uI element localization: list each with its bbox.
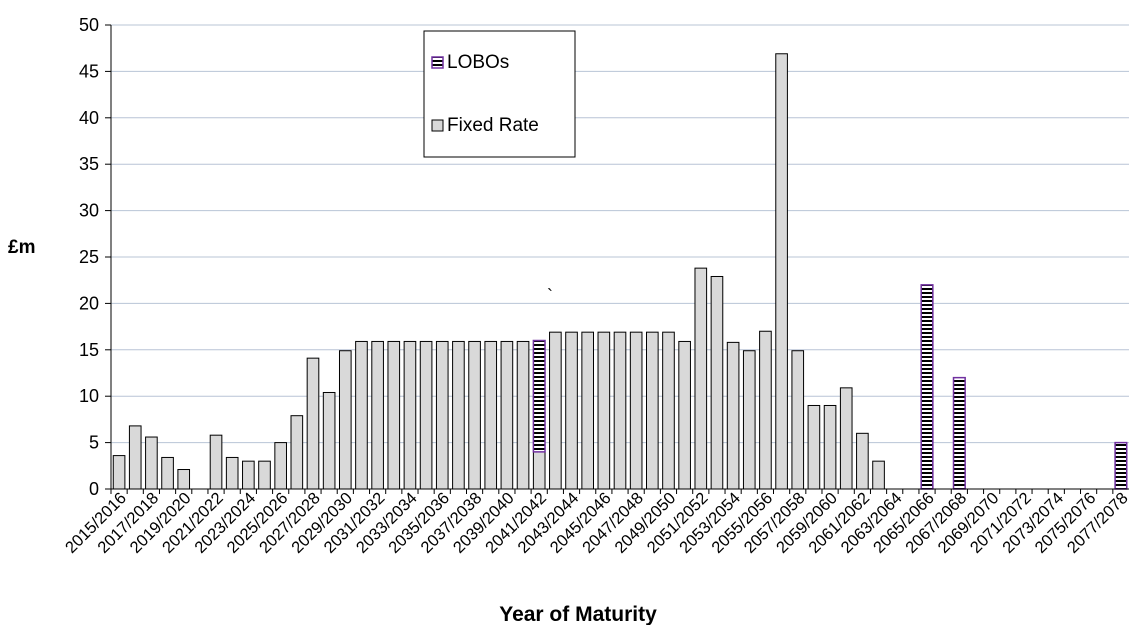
bar-fixed-rate xyxy=(225,456,239,490)
bar-lobos xyxy=(920,284,934,490)
bar-fixed-rate xyxy=(209,434,223,490)
bar-fixed-rate xyxy=(532,451,546,490)
y-tick-label: 40 xyxy=(79,108,99,128)
bars xyxy=(112,53,1128,490)
bar-fixed-rate xyxy=(387,340,401,490)
legend-swatch-lobos xyxy=(431,56,444,69)
bar-fixed-rate xyxy=(565,331,578,490)
x-tick-labels: 2015/20162017/20182019/20202021/20222023… xyxy=(62,489,1129,557)
y-tick-label: 35 xyxy=(79,154,99,174)
bar-fixed-rate xyxy=(161,456,174,490)
bar-fixed-rate xyxy=(371,340,384,490)
bar-fixed-rate xyxy=(419,340,433,490)
x-axis-label: Year of Maturity xyxy=(499,603,657,625)
bar-fixed-rate xyxy=(468,340,481,490)
bar-fixed-rate xyxy=(290,415,304,490)
bar-fixed-rate xyxy=(597,331,611,490)
bar-fixed-rate xyxy=(726,341,740,490)
axes xyxy=(105,24,1129,494)
bar-fixed-rate xyxy=(549,331,562,490)
y-tick-label: 10 xyxy=(79,386,99,406)
legend-swatch-fixed-rate xyxy=(431,119,444,132)
y-tick-label: 45 xyxy=(79,61,99,81)
y-tick-label: 15 xyxy=(79,340,99,360)
bar-fixed-rate xyxy=(242,460,255,490)
bar-fixed-rate xyxy=(872,460,885,490)
bar-fixed-rate xyxy=(355,340,368,490)
legend-label-lobos: LOBOs xyxy=(447,52,509,73)
bar-fixed-rate xyxy=(112,455,126,490)
bar-fixed-rate xyxy=(694,267,708,490)
bar-fixed-rate xyxy=(128,425,142,490)
bar-fixed-rate xyxy=(306,357,320,490)
bar-fixed-rate xyxy=(678,340,691,490)
bar-fixed-rate xyxy=(613,331,627,490)
bar-fixed-rate xyxy=(856,432,869,490)
bar-fixed-rate xyxy=(435,340,449,490)
bar-fixed-rate xyxy=(581,331,594,490)
bar-fixed-rate xyxy=(484,340,498,490)
bar-fixed-rate xyxy=(177,469,191,490)
bar-fixed-rate xyxy=(258,460,271,490)
bar-fixed-rate xyxy=(145,436,158,490)
y-tick-label: 20 xyxy=(79,293,99,313)
y-axis-label: £m xyxy=(8,237,35,258)
y-tick-label: 0 xyxy=(89,479,99,499)
bar-fixed-rate xyxy=(452,340,465,490)
bar-fixed-rate xyxy=(839,387,853,490)
bar-fixed-rate xyxy=(710,275,724,490)
bar-fixed-rate xyxy=(322,391,336,490)
y-tick-label: 25 xyxy=(79,247,99,267)
legend-label-fixed-rate: Fixed Rate xyxy=(447,115,539,136)
bar-fixed-rate xyxy=(500,340,514,490)
bar-fixed-rate xyxy=(775,53,788,490)
bar-fixed-rate xyxy=(274,442,287,490)
legend: LOBOs Fixed Rate xyxy=(423,30,576,158)
bar-fixed-rate xyxy=(338,350,352,490)
annotation-mark: ` xyxy=(547,286,553,306)
bar-fixed-rate xyxy=(807,404,821,490)
bar-fixed-rate xyxy=(662,331,675,490)
bar-fixed-rate xyxy=(823,404,837,490)
y-tick-labels: 0 5 10 15 20 25 30 35 40 45 50 xyxy=(79,15,99,499)
bar-lobos xyxy=(952,376,966,490)
bar-fixed-rate xyxy=(759,330,772,490)
bar-lobos xyxy=(532,339,546,453)
grid-lines xyxy=(111,24,1129,444)
y-tick-label: 30 xyxy=(79,201,99,221)
bar-fixed-rate xyxy=(629,331,643,490)
bar-fixed-rate xyxy=(646,331,659,490)
bar-fixed-rate xyxy=(403,340,417,490)
bar-lobos xyxy=(1114,441,1128,490)
legend-box xyxy=(423,30,576,158)
bar-fixed-rate xyxy=(742,350,756,490)
bar-fixed-rate xyxy=(791,350,805,490)
y-tick-label: 50 xyxy=(79,15,99,35)
y-tick-label: 5 xyxy=(89,433,99,453)
bar-fixed-rate xyxy=(516,340,530,490)
